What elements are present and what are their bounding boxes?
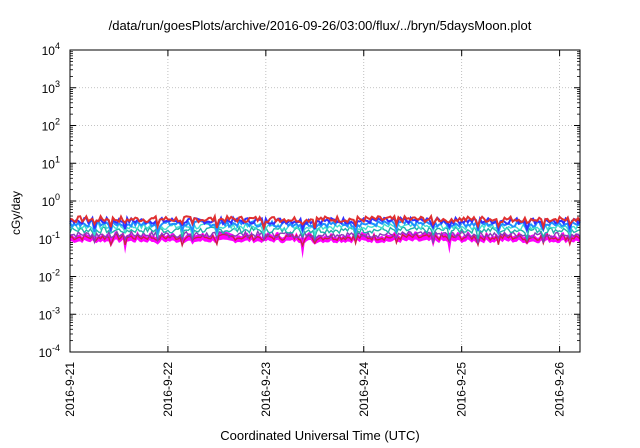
series-line bbox=[69, 214, 581, 234]
x-tick-label: 2016-9-23 bbox=[259, 362, 273, 417]
x-axis-label: Coordinated Universal Time (UTC) bbox=[220, 428, 420, 443]
series-line bbox=[69, 225, 581, 242]
x-tick-label: 2016-9-25 bbox=[455, 362, 469, 417]
x-tick-label: 2016-9-21 bbox=[63, 362, 77, 417]
y-tick-label: 10-2 bbox=[39, 268, 60, 285]
y-tick-label: 101 bbox=[42, 154, 60, 171]
y-tick-label: 10-4 bbox=[39, 343, 60, 360]
y-tick-label: 103 bbox=[42, 79, 60, 96]
x-tick-label: 2016-9-26 bbox=[553, 362, 567, 417]
plot-frame bbox=[69, 49, 581, 353]
y-tick-label: 104 bbox=[42, 41, 60, 58]
chart-title: /data/run/goesPlots/archive/2016-09-26/0… bbox=[108, 18, 532, 33]
series-line bbox=[69, 213, 581, 232]
x-tick-label: 2016-9-22 bbox=[161, 362, 175, 417]
y-tick-label: 10-1 bbox=[39, 230, 60, 247]
series-line bbox=[69, 232, 581, 248]
y-tick-label: 102 bbox=[42, 117, 60, 134]
x-tick-label: 2016-9-24 bbox=[357, 362, 371, 417]
y-tick-label: 100 bbox=[42, 192, 60, 209]
y-tick-label: 10-3 bbox=[39, 305, 60, 322]
